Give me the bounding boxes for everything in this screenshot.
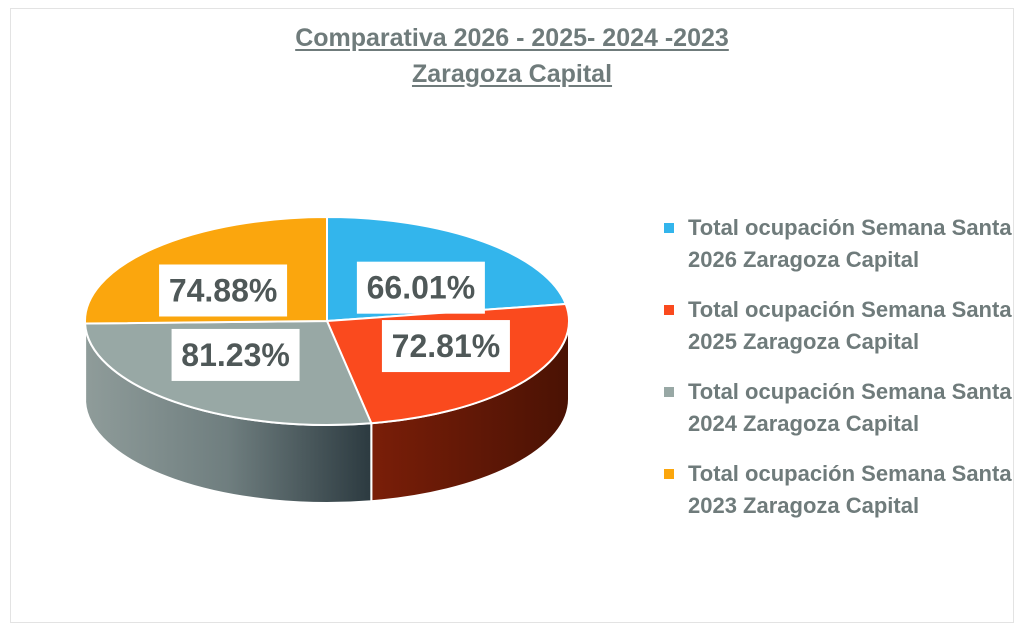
chart-title-line-2: Zaragoza Capital [411,60,613,88]
legend: Total ocupación Semana Santa 2026 Zarago… [662,212,1012,540]
pie-data-labels: 66.01% 72.81% 81.23% 74.88% [159,261,510,381]
chart-title: Comparativa 2026 - 2025- 2024 -2023 Zara… [0,20,1024,92]
data-label-box [381,320,510,373]
legend-label-2024: Total ocupación Semana Santa 2024 Zarago… [688,379,1012,436]
legend-label-2023: Total ocupación Semana Santa 2023 Zarago… [688,461,1012,518]
chart-frame [10,8,1014,623]
legend-swatch-2024 [664,387,674,397]
data-label-box [171,328,300,381]
data-label-box [159,264,288,317]
legend-item-2023: Total ocupación Semana Santa 2023 Zarago… [662,458,1012,540]
data-label-2025: 72.81% [381,320,510,373]
data-label-text: 74.88% [169,272,278,308]
legend-item-2024: Total ocupación Semana Santa 2024 Zarago… [662,376,1012,458]
data-label-text: 81.23% [181,337,290,373]
legend-label-2025: Total ocupación Semana Santa 2025 Zarago… [688,297,1012,354]
data-label-text: 72.81% [392,328,501,364]
legend-swatch-2025 [664,305,674,315]
chart-title-line-1: Comparativa 2026 - 2025- 2024 -2023 [295,24,729,52]
legend-label-2026: Total ocupación Semana Santa 2026 Zarago… [688,215,1012,272]
legend-item-2025: Total ocupación Semana Santa 2025 Zarago… [662,294,1012,376]
data-label-2023: 74.88% [159,264,288,317]
data-label-text: 66.01% [367,270,476,306]
legend-swatch-2023 [664,469,674,479]
data-label-2026: 66.01% [356,261,485,314]
legend-item-2026: Total ocupación Semana Santa 2026 Zarago… [662,212,1012,294]
legend-swatch-2026 [664,223,674,233]
data-label-2024: 81.23% [171,328,300,381]
data-label-box [356,261,485,314]
